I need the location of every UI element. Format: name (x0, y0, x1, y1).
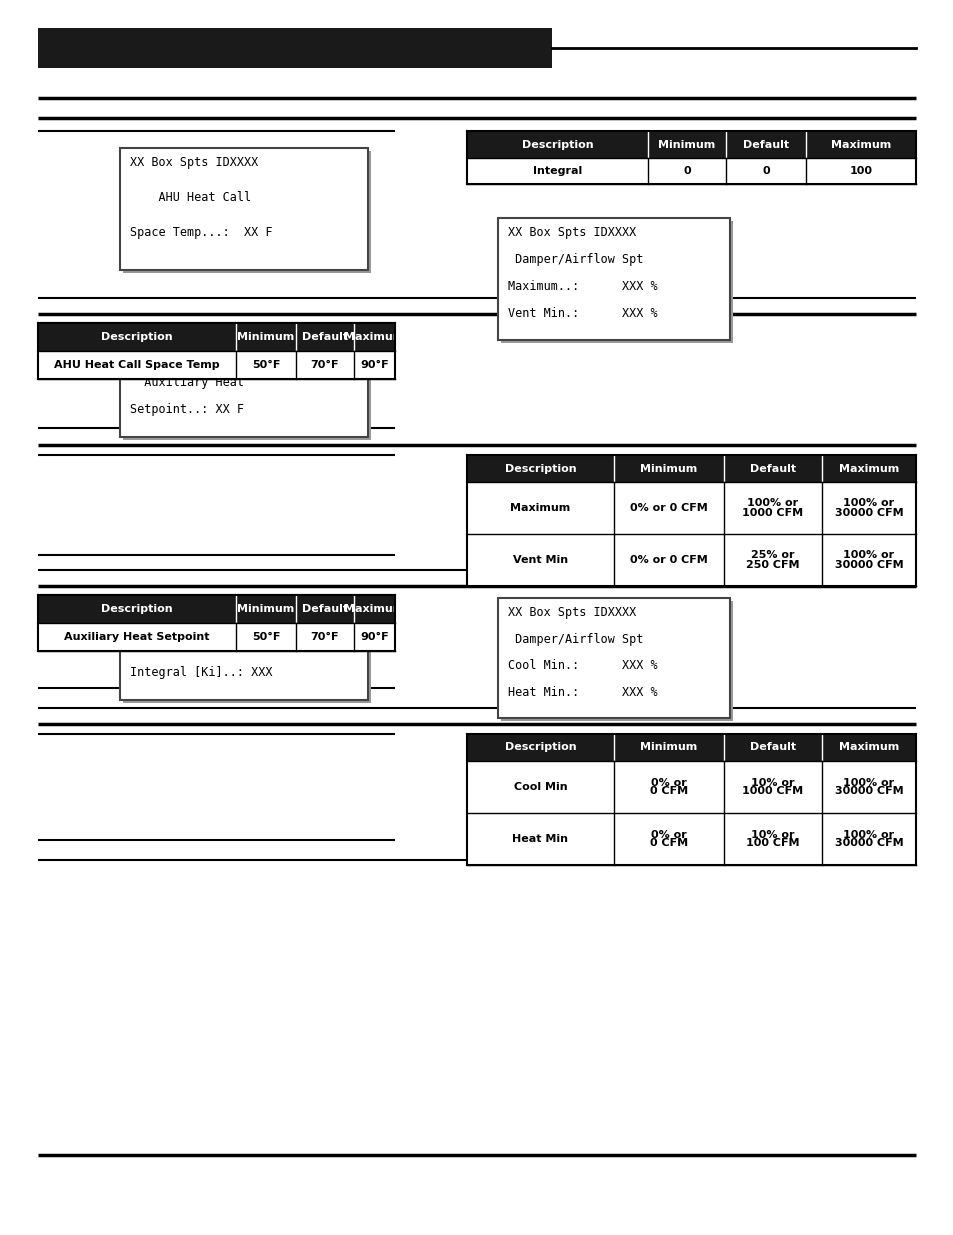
FancyBboxPatch shape (120, 603, 368, 700)
Text: Vent Min: Vent Min (513, 555, 567, 564)
Text: Cool Min: Cool Min (513, 782, 567, 792)
Text: 100% or: 100% or (842, 830, 894, 840)
FancyBboxPatch shape (467, 158, 915, 184)
Text: 250 CFM: 250 CFM (745, 559, 799, 569)
FancyBboxPatch shape (120, 148, 368, 270)
Text: Description: Description (504, 463, 576, 473)
Text: Cool Min.:      XXX %: Cool Min.: XXX % (507, 659, 657, 672)
Text: 50°F: 50°F (252, 632, 280, 642)
Text: XX Box Spts IDXXXX: XX Box Spts IDXXXX (130, 156, 258, 169)
Text: Description: Description (504, 742, 576, 752)
Text: Heat Min: Heat Min (512, 834, 568, 844)
Text: AHU Heat Call Space Temp: AHU Heat Call Space Temp (54, 359, 219, 370)
Text: 10% or: 10% or (750, 830, 794, 840)
Text: 30000 CFM: 30000 CFM (834, 559, 902, 569)
FancyBboxPatch shape (500, 601, 732, 721)
Text: 100% or: 100% or (842, 551, 894, 561)
Text: 100% or: 100% or (842, 778, 894, 788)
Text: Minimum: Minimum (639, 463, 697, 473)
Text: Damper/Airflow Spt: Damper/Airflow Spt (507, 632, 642, 646)
Text: 70°F: 70°F (311, 359, 339, 370)
Text: 100: 100 (848, 165, 872, 177)
Text: 0 CFM: 0 CFM (649, 787, 687, 797)
FancyBboxPatch shape (38, 622, 395, 651)
FancyBboxPatch shape (467, 734, 915, 761)
Text: Description: Description (521, 140, 593, 149)
Text: Description: Description (101, 332, 172, 342)
FancyBboxPatch shape (467, 761, 915, 813)
Text: 1000 CFM: 1000 CFM (741, 787, 802, 797)
Text: XX Box Spts IDXXXX: XX Box Spts IDXXXX (130, 348, 258, 361)
Text: Maximum: Maximum (830, 140, 890, 149)
FancyBboxPatch shape (497, 219, 729, 340)
Text: Maximum: Maximum (838, 463, 898, 473)
Text: AHU Heat Call: AHU Heat Call (130, 191, 251, 204)
Text: Damper/Airflow Spt: Damper/Airflow Spt (130, 638, 265, 652)
Text: 0% or: 0% or (651, 778, 686, 788)
Text: 100% or: 100% or (842, 499, 894, 509)
Text: 50°F: 50°F (252, 359, 280, 370)
Text: 10% or: 10% or (750, 778, 794, 788)
Text: 70°F: 70°F (311, 632, 339, 642)
Text: Default: Default (742, 140, 788, 149)
Text: 0: 0 (682, 165, 690, 177)
Text: Auxiliary Heat Setpoint: Auxiliary Heat Setpoint (64, 632, 210, 642)
Text: Default: Default (749, 742, 795, 752)
Text: 0: 0 (761, 165, 769, 177)
Text: Integral [Ki]..: XXX: Integral [Ki]..: XXX (130, 667, 273, 679)
Text: 25% or: 25% or (750, 551, 794, 561)
Text: 0% or 0 CFM: 0% or 0 CFM (630, 555, 707, 564)
Text: 0 CFM: 0 CFM (649, 839, 687, 848)
Text: 30000 CFM: 30000 CFM (834, 508, 902, 517)
Text: Maximum: Maximum (510, 503, 570, 513)
Text: XX Box Spts IDXXXX: XX Box Spts IDXXXX (507, 606, 636, 619)
Text: Maximum: Maximum (838, 742, 898, 752)
Text: 100% or: 100% or (746, 499, 798, 509)
Text: XX Box Spts IDXXXX: XX Box Spts IDXXXX (130, 611, 258, 624)
Text: 1000 CFM: 1000 CFM (741, 508, 802, 517)
Text: Minimum: Minimum (237, 604, 294, 614)
Text: 30000 CFM: 30000 CFM (834, 839, 902, 848)
FancyBboxPatch shape (123, 606, 371, 703)
FancyBboxPatch shape (467, 482, 915, 534)
Text: Vent Min.:      XXX %: Vent Min.: XXX % (507, 308, 657, 320)
Text: Maximum: Maximum (344, 332, 404, 342)
Text: Auxiliary Heat: Auxiliary Heat (130, 375, 244, 389)
Text: 100 CFM: 100 CFM (745, 839, 799, 848)
Text: XX Box Spts IDXXXX: XX Box Spts IDXXXX (507, 226, 636, 240)
FancyBboxPatch shape (467, 131, 915, 158)
Text: Description: Description (101, 604, 172, 614)
FancyBboxPatch shape (38, 351, 395, 379)
Text: Minimum: Minimum (658, 140, 715, 149)
FancyBboxPatch shape (467, 454, 915, 482)
Text: Setpoint..: XX F: Setpoint..: XX F (130, 404, 244, 416)
Text: 90°F: 90°F (360, 632, 389, 642)
Text: 0% or 0 CFM: 0% or 0 CFM (630, 503, 707, 513)
Text: Damper/Airflow Spt: Damper/Airflow Spt (507, 253, 642, 266)
Text: Default: Default (301, 604, 348, 614)
Text: 30000 CFM: 30000 CFM (834, 787, 902, 797)
FancyBboxPatch shape (38, 28, 552, 68)
FancyBboxPatch shape (123, 343, 371, 440)
Text: Minimum: Minimum (237, 332, 294, 342)
Text: 0% or: 0% or (651, 830, 686, 840)
Text: 90°F: 90°F (360, 359, 389, 370)
FancyBboxPatch shape (120, 340, 368, 437)
Text: Maximum: Maximum (344, 604, 404, 614)
Text: Space Temp...:  XX F: Space Temp...: XX F (130, 226, 273, 238)
FancyBboxPatch shape (38, 324, 395, 351)
Text: Heat Min.:      XXX %: Heat Min.: XXX % (507, 685, 657, 699)
FancyBboxPatch shape (38, 595, 395, 622)
FancyBboxPatch shape (123, 151, 371, 273)
FancyBboxPatch shape (497, 598, 729, 718)
Text: Default: Default (749, 463, 795, 473)
Text: Default: Default (301, 332, 348, 342)
FancyBboxPatch shape (467, 534, 915, 585)
FancyBboxPatch shape (500, 221, 732, 343)
Text: Minimum: Minimum (639, 742, 697, 752)
Text: Integral: Integral (533, 165, 581, 177)
Text: Maximum..:      XXX %: Maximum..: XXX % (507, 280, 657, 293)
FancyBboxPatch shape (467, 813, 915, 864)
